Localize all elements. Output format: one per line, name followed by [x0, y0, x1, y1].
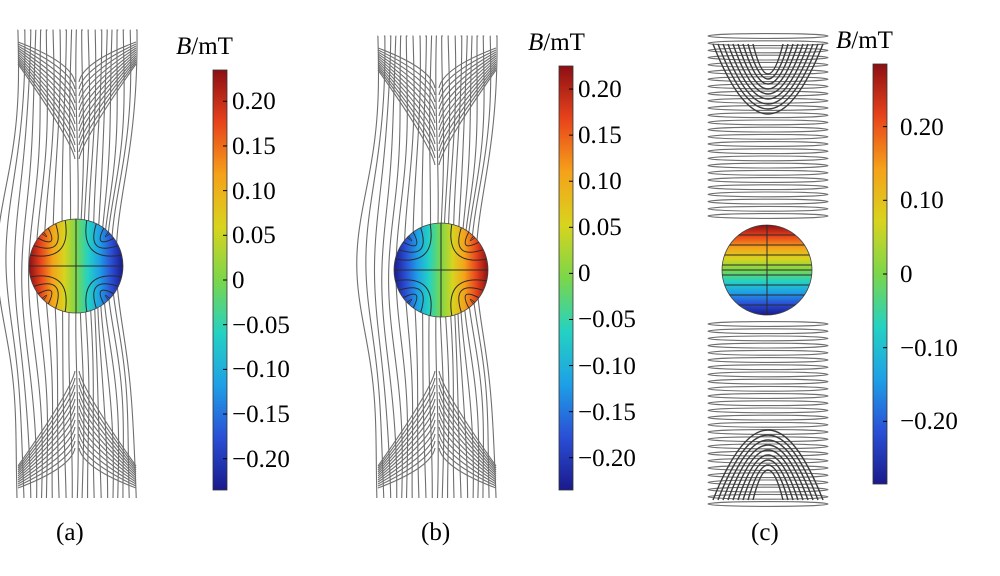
- colorbar-tick-label: 0: [578, 260, 591, 288]
- colorbar-title-a: B/mT: [176, 34, 233, 59]
- colorbar-tick-label: 0.05: [232, 222, 276, 250]
- colorbar-tick-label: 0.10: [578, 168, 622, 196]
- colorbar: [558, 65, 574, 491]
- colorbar-tick-label: 0: [232, 267, 245, 294]
- caption-a: (a): [56, 519, 84, 546]
- colorbar-tick-label: −0.05: [578, 306, 636, 334]
- colorbar-title-c: B/mT: [836, 28, 893, 53]
- colorbar-tick-label: −0.20: [578, 444, 636, 472]
- caption-b: (b): [421, 519, 451, 546]
- colorbar-tick-label: 0.20: [232, 88, 276, 116]
- colorbar-tick-label: 0.20: [900, 113, 944, 141]
- colorbar-tick-label: 0.15: [578, 122, 622, 150]
- colorbar-tick-label: 0.15: [232, 132, 276, 160]
- panel-c: B/mT (c) 0.20 0.10 0 −0.10 −0.20: [690, 0, 1000, 576]
- colorbar-tick-label: −0.10: [578, 352, 636, 380]
- colorbar-tick-label: 0.10: [900, 187, 944, 215]
- colorbar-tick-label: −0.15: [578, 398, 636, 426]
- colorbar-tick-label: −0.20: [900, 408, 958, 436]
- streamline-plot-a: [0, 29, 228, 499]
- colorbar-tick-label: −0.15: [232, 401, 290, 429]
- streamline-plot-c: [707, 33, 888, 507]
- panel-a: B/mT (a) 0.20 0.15 0.10 0.05 0 −0.05 −0.10 −0.1…: [0, 0, 330, 576]
- cross-section: [721, 224, 813, 316]
- caption-c: (c): [751, 519, 779, 546]
- cross-section: [28, 218, 124, 314]
- field-lines: [707, 33, 829, 507]
- panel-b: B/mT (b) 0.20 0.15 0.10 0.05 0 −0.05 −0.10 −0.1…: [356, 0, 690, 576]
- streamline-plot-b: [356, 35, 574, 499]
- colorbar-title-b: B/mT: [528, 30, 585, 55]
- colorbar-title-symbol: B: [836, 27, 852, 54]
- colorbar-tick-label: 0.05: [578, 214, 622, 242]
- colorbar-title-symbol: B: [176, 33, 192, 60]
- colorbar-tick-label: −0.10: [900, 334, 958, 362]
- colorbar-tick-label: 0: [900, 261, 913, 288]
- colorbar-title-symbol: B: [528, 29, 544, 56]
- colorbar-tick-label: −0.20: [232, 445, 290, 473]
- colorbar-tick-label: 0.10: [232, 177, 276, 205]
- colorbar-tick-label: −0.05: [232, 311, 290, 339]
- colorbar-tick-label: 0.20: [578, 76, 622, 104]
- colorbar-title-unit: /mT: [191, 33, 233, 60]
- colorbar-title-unit: /mT: [851, 27, 893, 54]
- colorbar-title-unit: /mT: [543, 29, 585, 56]
- colorbar-tick-label: −0.10: [232, 356, 290, 384]
- cross-section: [393, 222, 489, 318]
